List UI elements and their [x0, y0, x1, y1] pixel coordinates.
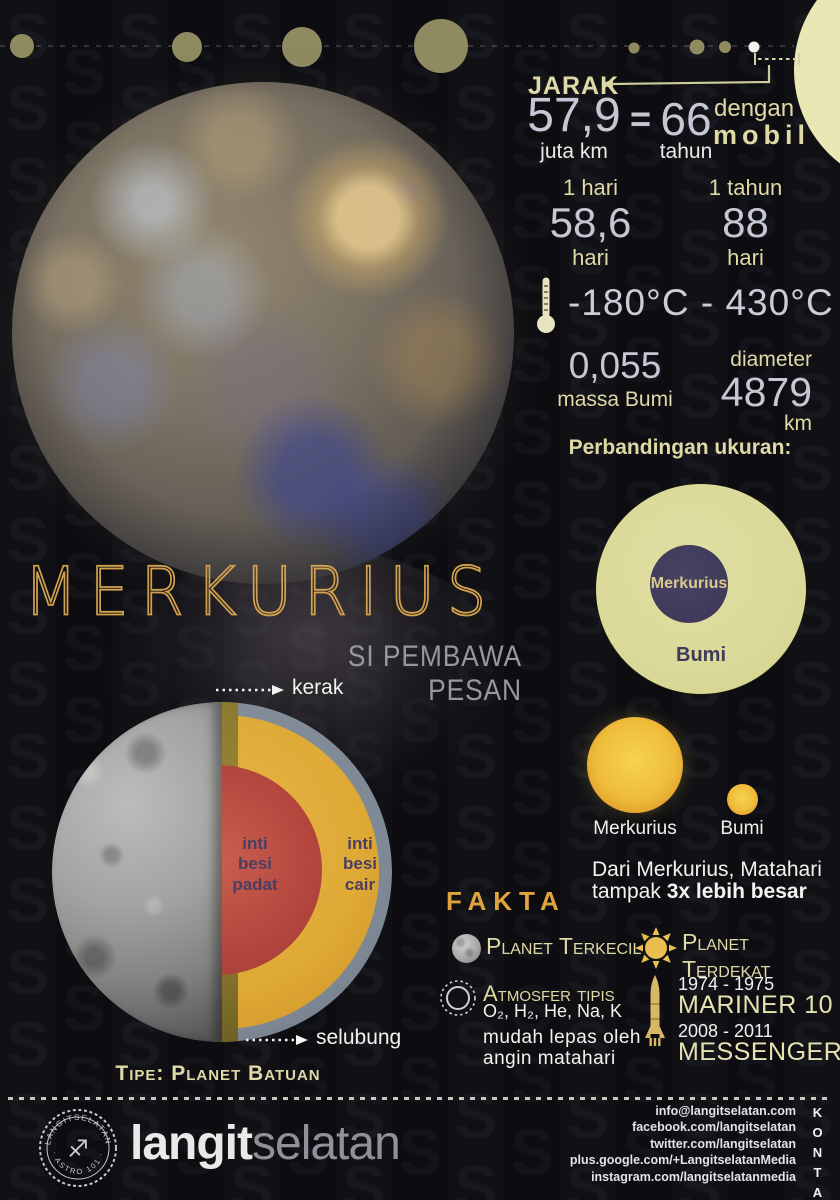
- sun-caption-line2: tampak: [592, 880, 667, 903]
- mantle-label: selubung: [316, 1026, 402, 1049]
- mercury-dot: [748, 41, 760, 53]
- mission-1-name: MARINER 10: [678, 991, 834, 1019]
- contact-list: info@langitselatan.com facebook.com/lang…: [496, 1103, 796, 1185]
- selubung-arrow-icon: [246, 1035, 308, 1045]
- mercury-size-label: Merkurius: [650, 575, 728, 592]
- earth-size-label: Bumi: [676, 644, 726, 666]
- rocket-icon: [642, 974, 668, 1061]
- sun-comparison-caption: Dari Merkurius, Matahari tampak 3x lebih…: [592, 859, 840, 903]
- contact-email: info@langitselatan.com: [655, 1104, 796, 1118]
- distance-bracket: [754, 53, 800, 65]
- planet-type-label: Tipe: Planet Batuan: [115, 1062, 321, 1085]
- solid-core-label: inti besi padat: [232, 834, 278, 894]
- kerak-arrow-icon: [216, 685, 284, 695]
- temperature-range: -180°C - 430°C: [568, 282, 834, 323]
- moon-icon: [452, 934, 481, 963]
- earth-size-circle: Merkurius Bumi: [595, 483, 807, 695]
- sun-from-earth-circle: [727, 784, 758, 815]
- arrow-icon: [601, 79, 613, 89]
- sun-icon: [632, 924, 680, 977]
- diameter-stat: diameter 4879 km: [700, 348, 812, 436]
- planet-scale-dots: [0, 0, 840, 164]
- thermometer-icon: [536, 276, 556, 339]
- contact-twitter: twitter.com/langitselatan: [650, 1136, 796, 1151]
- equals-sign: =: [630, 98, 652, 139]
- sun-from-earth-label: Bumi: [720, 818, 764, 839]
- page-subtitle: SI PEMBAWA PESAN: [347, 640, 522, 707]
- jarak-value: 57,9: [527, 89, 621, 142]
- rotation-unit: hari: [572, 245, 609, 270]
- sun-caption-bold: 3x lebih besar: [666, 880, 807, 903]
- mission-2-name: MESSENGER: [678, 1038, 840, 1066]
- mercury-planet-image: [12, 82, 514, 584]
- atmosphere-icon: [438, 978, 478, 1023]
- page-title: MERKURIUS: [23, 551, 499, 632]
- archer-stamp-icon: LANGITSELATAN · ASTRO 101 · ♐: [36, 1106, 120, 1195]
- mission-2-years: 2008 - 2011: [678, 1021, 773, 1041]
- atmosphere-title: Atmosfer tipis: [483, 981, 615, 1006]
- kontak-vertical-label: KONTAK: [810, 1105, 825, 1200]
- jarak-equivalent-value: 66: [660, 93, 712, 145]
- fact-smallest-planet: Planet Terkecil: [486, 933, 642, 959]
- orbit-stat: 1 tahun 88 hari: [693, 175, 798, 271]
- planet-dots: [10, 19, 731, 73]
- atmosphere-elements: O₂, H₂, He, Na, K: [483, 1001, 623, 1021]
- atmosphere-note-line2: angin matahari: [483, 1048, 616, 1069]
- jarak-equivalent-unit: tahun: [659, 140, 713, 163]
- fact-closest-planet: Planet Terdekat: [682, 929, 771, 982]
- jarak-label: JARAK: [528, 72, 620, 100]
- jarak-suffix-dengan: dengan: [714, 95, 795, 122]
- archer-glyph: ♐: [67, 1135, 89, 1163]
- mercury-size-circle: Merkurius: [650, 545, 728, 623]
- crust-label: kerak: [292, 676, 344, 699]
- size-comparison-heading: Perbandingan ukuran:: [568, 436, 792, 459]
- brand-selatan: selatan: [252, 1117, 401, 1170]
- atmosphere-note: mudah lepas oleh angin matahari: [483, 1027, 641, 1069]
- sun-disc: [794, 0, 840, 164]
- contact-googleplus: plus.google.com/+LangitselatanMedia: [569, 1153, 796, 1168]
- contact-facebook: facebook.com/langitselatan: [632, 1120, 796, 1135]
- contact-instagram: instagram.com/langitselatanmedia: [591, 1169, 796, 1184]
- rotation-value: 58,6: [549, 199, 632, 246]
- orbit-value: 88: [722, 199, 769, 246]
- brand-logo: langitselatan: [130, 1116, 401, 1171]
- atmosphere-note-line1: mudah lepas oleh: [483, 1027, 641, 1048]
- mission-1-years: 1974 - 1975: [678, 974, 775, 994]
- fakta-heading: FAKTA: [446, 886, 566, 916]
- mass-stat: 0,055 massa Bumi: [545, 344, 685, 412]
- dotted-separator: [8, 1097, 832, 1100]
- mass-label: massa Bumi: [557, 388, 673, 411]
- brand-langit: langit: [130, 1117, 253, 1170]
- sun-caption-line1: Dari Merkurius, Matahari: [592, 858, 822, 881]
- orbit-unit: hari: [727, 245, 764, 270]
- rotation-stat: 1 hari 58,6 hari: [538, 175, 643, 271]
- orbit-label: 1 tahun: [708, 175, 783, 200]
- sun-from-mercury-circle: [587, 717, 683, 813]
- diameter-value: 4879: [720, 369, 812, 415]
- sun-from-mercury-label: Merkurius: [593, 818, 677, 839]
- diameter-unit: km: [784, 412, 812, 435]
- diameter-label: diameter: [730, 348, 812, 371]
- jarak-connector-line: [611, 65, 771, 86]
- jarak-suffix-mobil: mobil: [713, 120, 810, 150]
- mass-value: 0,055: [568, 345, 662, 386]
- rotation-label: 1 hari: [562, 175, 619, 200]
- jarak-unit: juta km: [540, 140, 608, 163]
- liquid-core-label: inti besi cair: [342, 834, 378, 894]
- core-cutaway-diagram: inti besi padat inti besi cair: [52, 702, 392, 1042]
